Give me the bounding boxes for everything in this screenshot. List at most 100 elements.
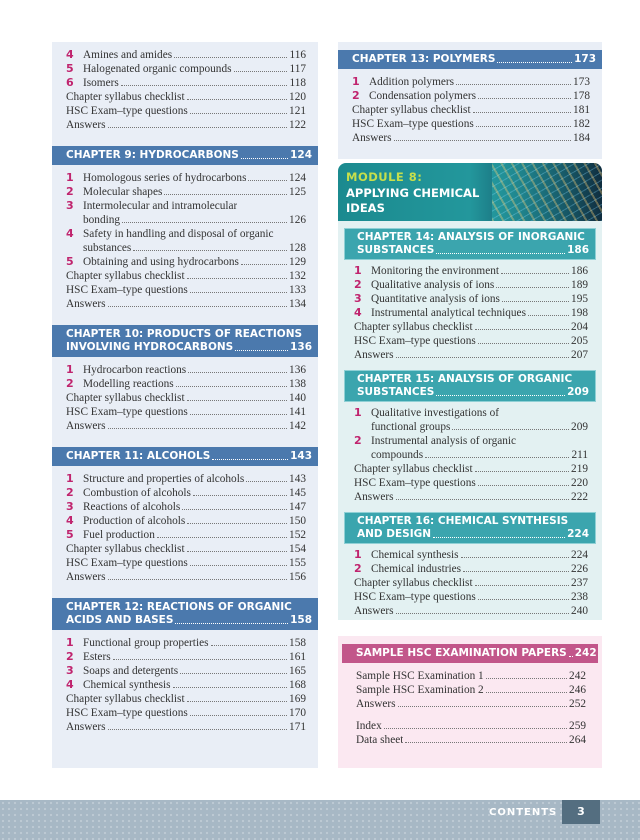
toc-entry[interactable]: HSC Exam–type questions 155 (66, 556, 306, 570)
toc-entry[interactable]: Chapter syllabus checklist 204 (354, 320, 588, 334)
toc-entry[interactable]: HSC Exam–type questions 121 (66, 104, 306, 118)
toc-entry[interactable]: 4 Chemical synthesis 168 (66, 678, 306, 692)
toc-entry[interactable]: Chapter syllabus checklist 169 (66, 692, 306, 706)
entry-page: 150 (289, 515, 306, 527)
dot-leader (186, 701, 288, 702)
toc-entry[interactable]: Answers 156 (66, 570, 306, 584)
toc-entry[interactable]: 2 Chemical industries 226 (354, 562, 588, 576)
entry-line: HSC Exam–type questions 155 (66, 556, 306, 570)
toc-entry[interactable]: 6 Isomers 118 (66, 76, 306, 90)
toc-entry[interactable]: Sample HSC Examination 2 246 (356, 683, 586, 697)
chapter-header[interactable]: CHAPTER 14: ANALYSIS OF INORGANIC SUBSTAN… (344, 228, 596, 260)
toc-entry[interactable]: 3 Intermolecular and intramolecular bondin… (66, 199, 306, 227)
toc-entry[interactable]: 2 Molecular shapes 125 (66, 185, 306, 199)
chapter-header[interactable]: CHAPTER 12: REACTIONS OF ORGANIC ACIDS AN… (52, 598, 318, 630)
toc-entry[interactable]: 2 Instrumental analysis of organic compoun… (354, 434, 588, 462)
dot-leader (433, 537, 566, 538)
toc-entry[interactable]: 5 Obtaining and using hydrocarbons 129 (66, 255, 306, 269)
chapter-header-title: AND DESIGN (357, 528, 432, 540)
chapter-header-line: SUBSTANCES 209 (357, 386, 589, 399)
toc-entry[interactable]: Sample HSC Examination 1 242 (356, 669, 586, 683)
toc-entry[interactable]: 1 Structure and properties of alcohols 143 (66, 472, 306, 486)
chapter-header[interactable]: CHAPTER 15: ANALYSIS OF ORGANIC SUBSTANCE… (344, 370, 596, 402)
entry-page: 204 (571, 321, 588, 333)
toc-entry[interactable]: HSC Exam–type questions 133 (66, 283, 306, 297)
entry-title: functional groups (371, 421, 451, 433)
toc-entry[interactable]: 4 Production of alcohols 150 (66, 514, 306, 528)
toc-entry[interactable]: HSC Exam–type questions 220 (354, 476, 588, 490)
toc-entry[interactable]: Chapter syllabus checklist 140 (66, 391, 306, 405)
chapter-header[interactable]: SAMPLE HSC EXAMINATION PAPERS 242 (342, 644, 598, 663)
toc-section: CHAPTER 11: ALCOHOLS 143 1 Structure and pr… (52, 447, 318, 584)
toc-entry[interactable]: Answers 222 (354, 490, 588, 504)
module-8-banner: MODULE 8: APPLYING CHEMICAL IDEAS (338, 163, 602, 221)
toc-entry[interactable]: 1 Addition polymers 173 (352, 75, 590, 89)
entry-line: 3 Reactions of alcohols 147 (66, 500, 306, 514)
entry-page: 116 (289, 49, 306, 61)
toc-entry[interactable]: 1 Hydrocarbon reactions 136 (66, 363, 306, 377)
entry-line: HSC Exam–type questions 121 (66, 104, 306, 118)
toc-entry[interactable]: Chapter syllabus checklist 181 (352, 103, 590, 117)
toc-entry[interactable]: 3 Reactions of alcohols 147 (66, 500, 306, 514)
entry-list: 1 Qualitative investigations of functional… (344, 406, 596, 504)
toc-entry[interactable]: Chapter syllabus checklist 154 (66, 542, 306, 556)
entry-page: 211 (571, 449, 588, 461)
toc-entry[interactable]: Answers 252 (356, 697, 586, 711)
entry-title: Answers (356, 698, 396, 710)
toc-entry[interactable]: 3 Soaps and detergents 165 (66, 664, 306, 678)
toc-entry[interactable]: Answers 134 (66, 297, 306, 311)
toc-entry[interactable]: Index 259 (356, 719, 586, 733)
toc-entry[interactable]: Answers 240 (354, 604, 588, 618)
toc-entry[interactable]: HSC Exam–type questions 182 (352, 117, 590, 131)
chapter-header[interactable]: CHAPTER 16: CHEMICAL SYNTHESIS AND DESIGN… (344, 512, 596, 544)
toc-entry[interactable]: 1 Qualitative investigations of functional… (354, 406, 588, 434)
chapter-header-line: CHAPTER 9: HYDROCARBONS 124 (66, 149, 312, 162)
toc-entry[interactable]: Data sheet 264 (356, 733, 586, 747)
toc-entry[interactable]: Chapter syllabus checklist 132 (66, 269, 306, 283)
toc-entry[interactable]: Answers 142 (66, 419, 306, 433)
toc-entry[interactable]: 2 Qualitative analysis of ions 189 (354, 278, 588, 292)
toc-entry[interactable]: 4 Amines and amides 116 (66, 48, 306, 62)
toc-entry[interactable]: 2 Esters 161 (66, 650, 306, 664)
dot-leader (186, 99, 288, 100)
toc-entry[interactable]: 4 Safety in handling and disposal of orga… (66, 227, 306, 255)
toc-entry[interactable]: 5 Fuel production 152 (66, 528, 306, 542)
toc-entry[interactable]: Chapter syllabus checklist 120 (66, 90, 306, 104)
toc-entry[interactable]: Chapter syllabus checklist 219 (354, 462, 588, 476)
chapter-header-page: 136 (290, 341, 312, 353)
toc-entry[interactable]: HSC Exam–type questions 238 (354, 590, 588, 604)
toc-entry[interactable]: HSC Exam–type questions 205 (354, 334, 588, 348)
toc-entry[interactable]: 4 Instrumental analytical techniques 198 (354, 306, 588, 320)
toc-entry[interactable]: 1 Functional group properties 158 (66, 636, 306, 650)
toc-entry[interactable]: Answers 171 (66, 720, 306, 734)
chapter-header-title: ACIDS AND BASES (66, 614, 174, 626)
entry-page: 237 (571, 577, 588, 589)
toc-entry[interactable]: Answers 207 (354, 348, 588, 362)
toc-entry[interactable]: Chapter syllabus checklist 237 (354, 576, 588, 590)
toc-entry[interactable]: Answers 184 (352, 131, 590, 145)
dot-leader (456, 84, 572, 85)
toc-section: CHAPTER 15: ANALYSIS OF ORGANIC SUBSTANCE… (344, 370, 596, 504)
toc-entry[interactable]: Answers 122 (66, 118, 306, 132)
entry-title-line1: Safety in handling and disposal of organ… (83, 228, 274, 240)
toc-left-panel: 4 Amines and amides 116 5 Halogenated organi… (52, 42, 318, 768)
section-number: 4 (66, 514, 74, 527)
toc-entry[interactable]: 1 Chemical synthesis 224 (354, 548, 588, 562)
chapter-header[interactable]: CHAPTER 10: PRODUCTS OF REACTIONS INVOLVI… (52, 325, 318, 357)
chapter-header[interactable]: CHAPTER 13: POLYMERS 173 (338, 50, 602, 69)
section-number: 5 (66, 62, 74, 75)
toc-entry[interactable]: HSC Exam–type questions 170 (66, 706, 306, 720)
toc-entry[interactable]: 1 Monitoring the environment 186 (354, 264, 588, 278)
entry-line: 2 Esters 161 (66, 650, 306, 664)
toc-entry[interactable]: 2 Condensation polymers 178 (352, 89, 590, 103)
dot-leader (472, 112, 572, 113)
toc-entry[interactable]: 2 Combustion of alcohols 145 (66, 486, 306, 500)
chapter-header[interactable]: CHAPTER 11: ALCOHOLS 143 (52, 447, 318, 466)
toc-entry[interactable]: 1 Homologous series of hydrocarbons 124 (66, 171, 306, 185)
toc-entry[interactable]: 3 Quantitative analysis of ions 195 (354, 292, 588, 306)
chapter-header[interactable]: CHAPTER 9: HYDROCARBONS 124 (52, 146, 318, 165)
entry-line: 1 Monitoring the environment 186 (354, 264, 588, 278)
toc-entry[interactable]: HSC Exam–type questions 141 (66, 405, 306, 419)
toc-entry[interactable]: 5 Halogenated organic compounds 117 (66, 62, 306, 76)
toc-entry[interactable]: 2 Modelling reactions 138 (66, 377, 306, 391)
